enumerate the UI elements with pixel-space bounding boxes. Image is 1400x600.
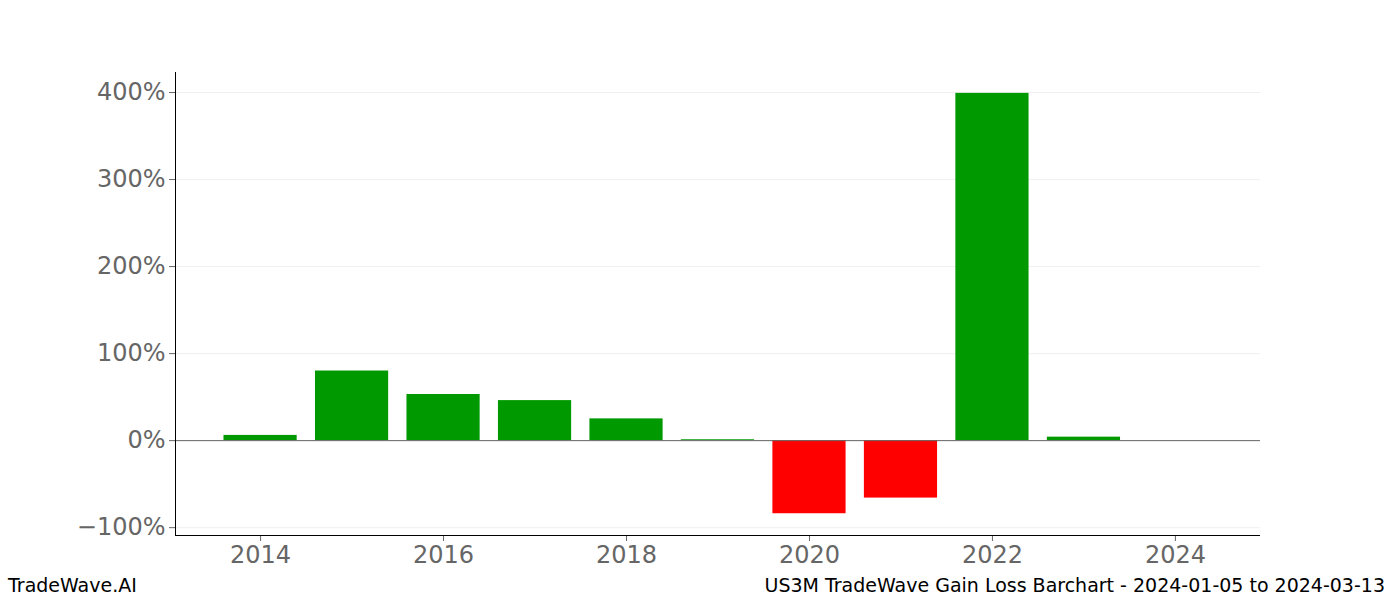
html-text:US3M TradeWave Gain Loss Barch: US3M TradeWave Gain Loss Barchart - 2024… (764, 574, 1385, 596)
svg-text:100%: 100% (97, 339, 166, 367)
svg-text:−100%: −100% (77, 513, 166, 541)
svg-text:2018: 2018 (596, 541, 657, 569)
svg-text:2024: 2024 (1145, 541, 1206, 569)
html-text:TradeWave.AI: TradeWave.AI (8, 574, 137, 596)
svg-text:2022: 2022 (962, 541, 1023, 569)
svg-text:0%: 0% (127, 426, 165, 454)
svg-text:2014: 2014 (230, 541, 291, 569)
svg-text:300%: 300% (97, 165, 166, 193)
svg-text:2016: 2016 (413, 541, 474, 569)
svg-text:400%: 400% (97, 78, 166, 106)
svg-text:2020: 2020 (779, 541, 840, 569)
svg-text:200%: 200% (97, 252, 166, 280)
